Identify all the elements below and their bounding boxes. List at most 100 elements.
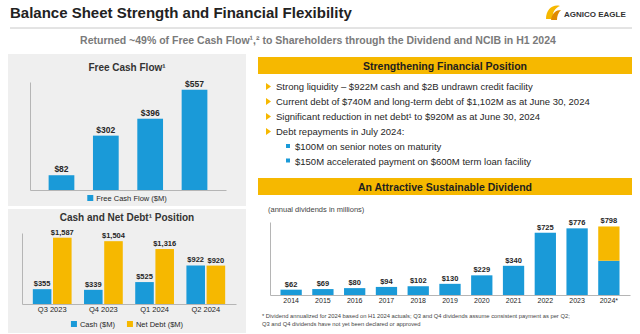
bar	[598, 226, 619, 260]
bar	[280, 290, 301, 295]
total-label: $80	[348, 278, 361, 287]
data-label: $82	[54, 164, 68, 174]
data-label: $396	[141, 108, 160, 118]
tick-label: 2022	[538, 297, 554, 304]
sub-bullet	[286, 144, 290, 148]
chart-title: Cash and Net Debt¹ Position	[60, 212, 194, 223]
tick-label: 2021	[506, 297, 522, 304]
bar	[137, 119, 163, 190]
tick: 2016	[347, 295, 363, 304]
legend-label: Cash ($M)	[80, 320, 116, 329]
x-axis: 2014 2015 2016 2017 2018 2019 2020 2021 2022 2023…	[271, 295, 631, 304]
subtitle: Returned ~49% of Free Cash Flow¹,² to Sh…	[80, 34, 556, 46]
tick-label: 2020	[474, 297, 490, 304]
bullet-arrow	[266, 113, 271, 120]
tick: Q2 2024	[191, 304, 220, 314]
total-label: $229	[473, 265, 490, 274]
tick: 2019	[442, 295, 458, 304]
chart: Free Cash Flow¹$82$302$396$557Free Cash …	[31, 62, 227, 203]
bar	[135, 282, 154, 304]
panel-header: Strengthening Financial Position	[363, 60, 527, 72]
tick: Q4 2023	[89, 304, 118, 314]
title-rule	[10, 28, 632, 29]
panel-header: An Attractive Sustainable Dividend	[358, 181, 532, 193]
bullet-text: Debt repayments in July 2024:	[276, 126, 404, 137]
legend-label: Free Cash Flow ($M)	[96, 194, 167, 203]
total-label: $69	[317, 279, 330, 288]
panel-bg	[8, 209, 246, 333]
legend-swatch	[87, 195, 93, 201]
data-label: $355	[34, 279, 51, 288]
legend: Free Cash Flow ($M)	[87, 194, 167, 203]
slide: Balance Sheet Strength and Financial Fle…	[0, 0, 640, 334]
legend-item: Net Debt ($M)	[127, 320, 184, 329]
data-label: $1,316	[153, 239, 176, 248]
data-label: $525	[136, 272, 153, 281]
footnote: * Dividend annualized for 2024 based on …	[262, 313, 570, 319]
bar	[182, 90, 208, 190]
bar	[207, 266, 226, 304]
data-label: $1,587	[51, 228, 74, 237]
data-label: $1,504	[102, 231, 126, 240]
y-axis-line	[22, 234, 23, 305]
data-label: $922	[187, 255, 204, 264]
logo-emblem	[546, 6, 560, 19]
tick-label: 2014	[283, 297, 299, 304]
logo-text: AGNICO EAGLE	[564, 10, 626, 19]
x-axis-line	[31, 190, 227, 191]
tick-label: Q1 2024	[140, 305, 169, 314]
data-label: $339	[85, 280, 102, 289]
tick-label: Q4 2023	[89, 305, 118, 314]
tick-label: 2017	[379, 297, 395, 304]
y-axis	[30, 83, 31, 191]
bar	[598, 261, 619, 295]
tick-label: 2024*	[600, 297, 619, 304]
bullet-arrow	[266, 128, 271, 135]
bar	[439, 284, 460, 295]
tick: 2021	[506, 295, 522, 304]
legend-swatch	[71, 321, 77, 327]
total-label: $776	[569, 218, 586, 227]
bar	[53, 238, 72, 304]
y-axis	[22, 234, 23, 305]
bar	[376, 287, 397, 295]
total-label: $102	[410, 276, 427, 285]
legend-label: Net Debt ($M)	[136, 320, 184, 329]
plot-area	[49, 90, 208, 190]
tick-label: Q3 2023	[38, 305, 67, 314]
bar	[344, 288, 365, 295]
legend-item: Cash ($M)	[71, 320, 116, 329]
bar	[155, 249, 174, 304]
sub-bullet	[286, 159, 290, 163]
tick-label: 2015	[315, 297, 331, 304]
bullet-text: Strong liquidity – $922M cash and $2B un…	[276, 81, 533, 92]
bar	[312, 289, 333, 295]
footnote: Q3 and Q4 dividends have not yet been de…	[262, 321, 421, 327]
y-axis-line	[30, 83, 31, 191]
x-axis: Q3 2023 Q4 2023 Q1 2024 Q2 2024	[23, 304, 237, 314]
tick: 2018	[410, 295, 426, 304]
plot-area	[280, 226, 619, 295]
chart-subtitle: (annual dividends in millions)	[268, 205, 365, 214]
tick-label: 2018	[410, 297, 426, 304]
bar	[503, 266, 524, 295]
total-label: $62	[285, 280, 298, 289]
total-label: $94	[380, 277, 393, 286]
y-axis	[270, 223, 271, 296]
legend-swatch	[127, 321, 133, 327]
plot-area	[33, 238, 225, 304]
tick: 2020	[474, 295, 490, 304]
bar	[408, 286, 429, 295]
bar	[186, 265, 205, 304]
bar	[33, 289, 52, 304]
logo	[546, 6, 561, 20]
tick: 2023	[569, 295, 585, 304]
bullet-arrow	[266, 83, 271, 90]
bar	[49, 175, 75, 190]
chart: Q3 2023 Q4 2023 Q1 2024 Q2 2024 Cash and Net…	[23, 212, 237, 329]
tick-label: 2023	[569, 297, 585, 304]
tick: 2014	[283, 295, 299, 304]
data-label: $557	[185, 79, 204, 89]
panel-bg	[8, 54, 246, 206]
tick: 2015	[315, 295, 331, 304]
